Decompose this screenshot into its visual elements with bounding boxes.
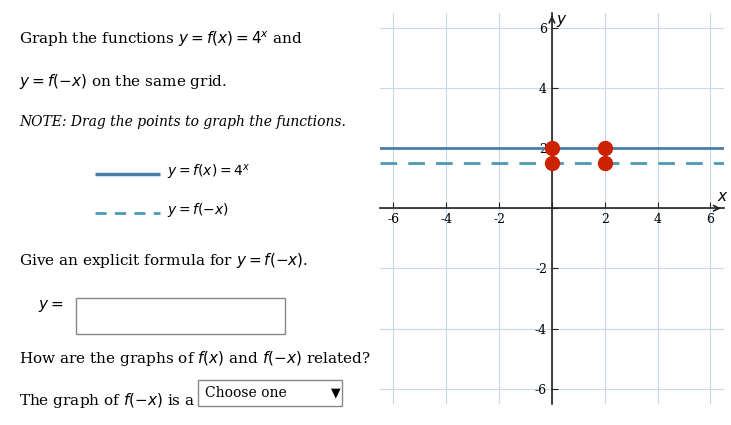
Text: How are the graphs of $f(x)$ and $f(-x)$ related?: How are the graphs of $f(x)$ and $f(-x)$… bbox=[19, 348, 371, 368]
Text: $y = f(x) = 4^x$: $y = f(x) = 4^x$ bbox=[167, 163, 251, 181]
Text: Graph the functions $y = f(x) = 4^x$ and: Graph the functions $y = f(x) = 4^x$ and bbox=[19, 30, 303, 49]
Text: $y = f(-x)$: $y = f(-x)$ bbox=[167, 201, 229, 219]
Text: Choose one: Choose one bbox=[205, 386, 287, 400]
FancyBboxPatch shape bbox=[197, 380, 342, 406]
Text: $y =$: $y =$ bbox=[38, 298, 64, 314]
Text: ▼: ▼ bbox=[330, 387, 341, 399]
Text: The graph of $f(-x)$ is a: The graph of $f(-x)$ is a bbox=[19, 391, 195, 410]
Text: $y$: $y$ bbox=[556, 13, 567, 29]
Text: $x$: $x$ bbox=[717, 190, 729, 204]
Text: Give an explicit formula for $y = f(-x)$.: Give an explicit formula for $y = f(-x)$… bbox=[19, 251, 308, 270]
Text: NOTE: Drag the points to graph the functions.: NOTE: Drag the points to graph the funct… bbox=[19, 115, 346, 129]
FancyBboxPatch shape bbox=[76, 298, 285, 334]
Text: $y = f(-x)$ on the same grid.: $y = f(-x)$ on the same grid. bbox=[19, 72, 227, 91]
